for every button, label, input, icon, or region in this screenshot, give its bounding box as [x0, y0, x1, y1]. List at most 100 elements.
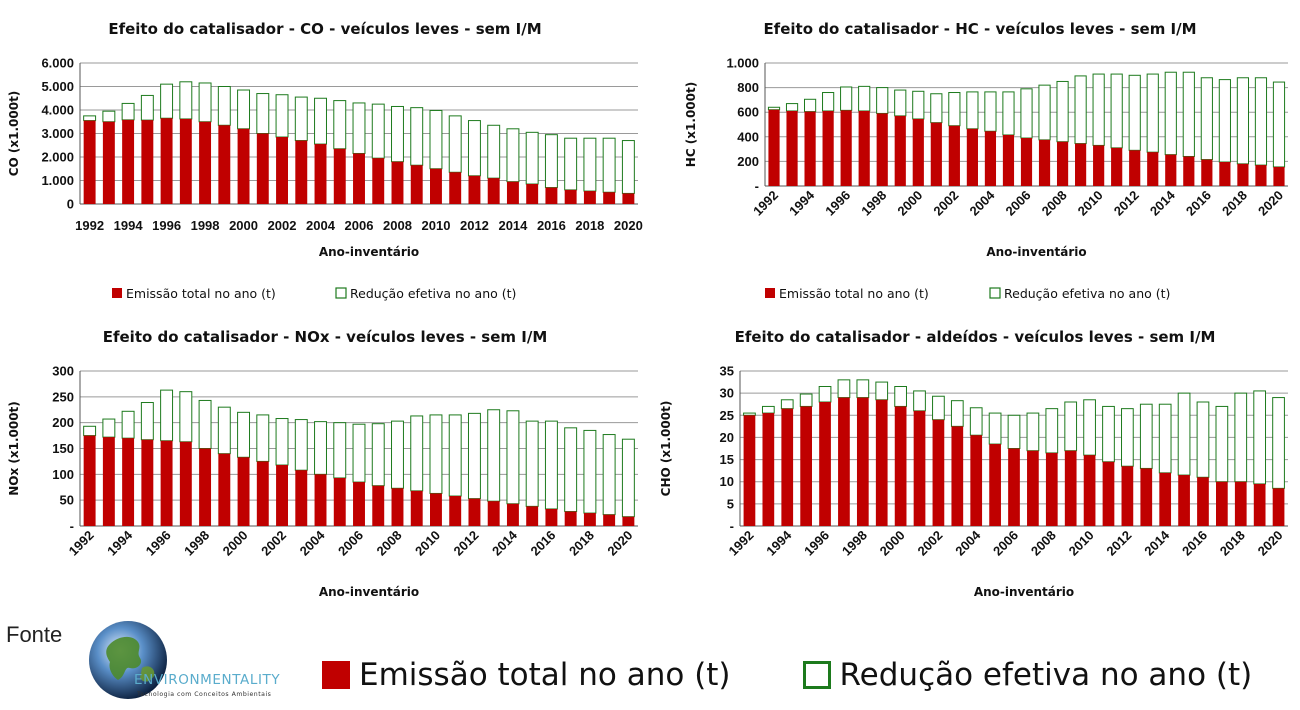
bar-reduction	[256, 414, 270, 462]
bar-emission	[1102, 461, 1115, 526]
bar-emission	[276, 137, 288, 204]
y-tick-label: 5.000	[41, 79, 74, 94]
bar-emission	[333, 148, 346, 204]
bar-reduction	[1182, 71, 1195, 157]
bar-emission	[1008, 448, 1020, 526]
x-tick-label: 1996	[143, 528, 174, 559]
bar-emission	[314, 474, 327, 526]
bar-emission	[122, 119, 135, 204]
y-tick-label: 3.000	[41, 126, 74, 141]
x-tick-label: 2014	[1147, 187, 1179, 219]
bar-emission	[743, 415, 756, 526]
x-tick-label: 2006	[335, 528, 366, 559]
bar-emission	[102, 121, 115, 204]
x-tick-label: 2020	[1255, 528, 1286, 559]
y-tick-label: 2.000	[41, 150, 74, 165]
y-tick-label: 5	[727, 496, 734, 511]
bar-emission	[603, 514, 616, 526]
bar-reduction	[1038, 84, 1051, 141]
bar-reduction	[506, 410, 520, 505]
bar-reduction	[913, 390, 926, 412]
bar-emission	[1056, 141, 1069, 186]
y-tick-label: 35	[720, 364, 734, 379]
bar-emission	[449, 172, 462, 204]
bar-emission	[487, 178, 500, 204]
y-tick-label: 1.000	[41, 173, 74, 188]
x-tick-label: 1992	[75, 218, 104, 233]
bar-reduction	[102, 418, 116, 438]
bar-emission	[372, 158, 385, 204]
bar-emission	[913, 410, 926, 526]
x-tick-label: 2002	[258, 528, 289, 559]
bar-reduction	[1092, 73, 1105, 146]
bar-reduction	[1128, 74, 1141, 151]
bar-emission	[894, 115, 906, 186]
bar-reduction	[506, 128, 520, 183]
x-tick-label: 2004	[966, 187, 998, 219]
environmentality-logo: ENVIRONMENTALITY Tecnologia com Conceito…	[89, 621, 280, 699]
bar-reduction	[410, 415, 424, 492]
bar-emission	[199, 448, 212, 526]
y-tick-label: 0	[67, 197, 74, 212]
legend-swatch-reduction	[335, 287, 347, 299]
bar-reduction	[894, 89, 907, 117]
bar-emission	[1140, 468, 1153, 526]
legend-label-emission: Emissão total no ano (t)	[779, 286, 929, 301]
bar-emission	[1197, 477, 1209, 526]
bar-emission	[372, 485, 385, 526]
bar-emission	[948, 125, 960, 186]
bar-reduction	[198, 399, 212, 449]
bar-reduction	[121, 102, 135, 121]
bar-reduction	[179, 81, 193, 120]
bar-emission	[314, 144, 327, 204]
bar-reduction	[583, 429, 597, 514]
logo-tagline: Tecnologia com Conceitos Ambientais	[136, 691, 271, 698]
bar-emission	[1027, 450, 1039, 526]
bar-reduction	[544, 420, 558, 510]
x-tick-label: 2010	[1066, 528, 1097, 559]
bar-reduction	[621, 140, 635, 194]
chart-svg: Efeito do catalisador - NOx - veículos l…	[7, 328, 638, 599]
x-tick-label: 2014	[1141, 527, 1173, 559]
y-axis-title: HC (x1.000t)	[684, 82, 698, 167]
bar-reduction	[1074, 75, 1087, 145]
x-tick-label: 2016	[1183, 188, 1214, 219]
y-tick-label: 1.000	[726, 56, 759, 71]
bar-reduction	[621, 438, 635, 518]
bar-emission	[160, 440, 173, 526]
x-axis-title: Ano-inventário	[986, 245, 1086, 259]
bar-emission	[1045, 452, 1058, 526]
bar-emission	[1002, 134, 1015, 186]
bar-reduction	[371, 103, 385, 159]
y-tick-label: -	[70, 519, 74, 534]
bar-reduction	[391, 420, 404, 489]
bar-emission	[894, 406, 907, 526]
legend-item-reduction: Redução efetiva no ano (t)	[802, 657, 1253, 693]
bar-reduction	[352, 102, 366, 154]
bar-emission	[1038, 139, 1051, 186]
legend-label-emission: Emissão total no ano (t)	[126, 286, 276, 301]
bar-emission	[1183, 156, 1195, 186]
bar-emission	[1121, 466, 1134, 526]
y-tick-label: 200	[737, 154, 759, 169]
bar-emission	[966, 128, 978, 186]
bar-emission	[858, 110, 870, 186]
bar-emission	[768, 109, 780, 186]
x-tick-label: 2008	[1039, 188, 1070, 219]
bar-emission	[564, 511, 577, 526]
bar-emission	[1083, 455, 1096, 526]
x-axis-title: Ano-inventário	[319, 585, 419, 599]
bar-reduction	[429, 109, 443, 170]
y-tick-label: 300	[52, 364, 74, 379]
bar-reduction	[83, 425, 97, 437]
x-axis-title: Ano-inventário	[319, 245, 419, 259]
x-tick-label: 2010	[412, 528, 443, 559]
legend-reduction-label: Redução efetiva no ano (t)	[839, 657, 1253, 693]
legend-item-emission: Emissão total no ano (t)	[322, 657, 731, 693]
bar-reduction	[448, 414, 462, 497]
bar-reduction	[1234, 392, 1248, 483]
y-tick-label: 100	[52, 467, 74, 482]
bar-reduction	[1272, 397, 1285, 489]
bar-emission	[295, 470, 308, 526]
x-tick-label: 2020	[1255, 188, 1286, 219]
